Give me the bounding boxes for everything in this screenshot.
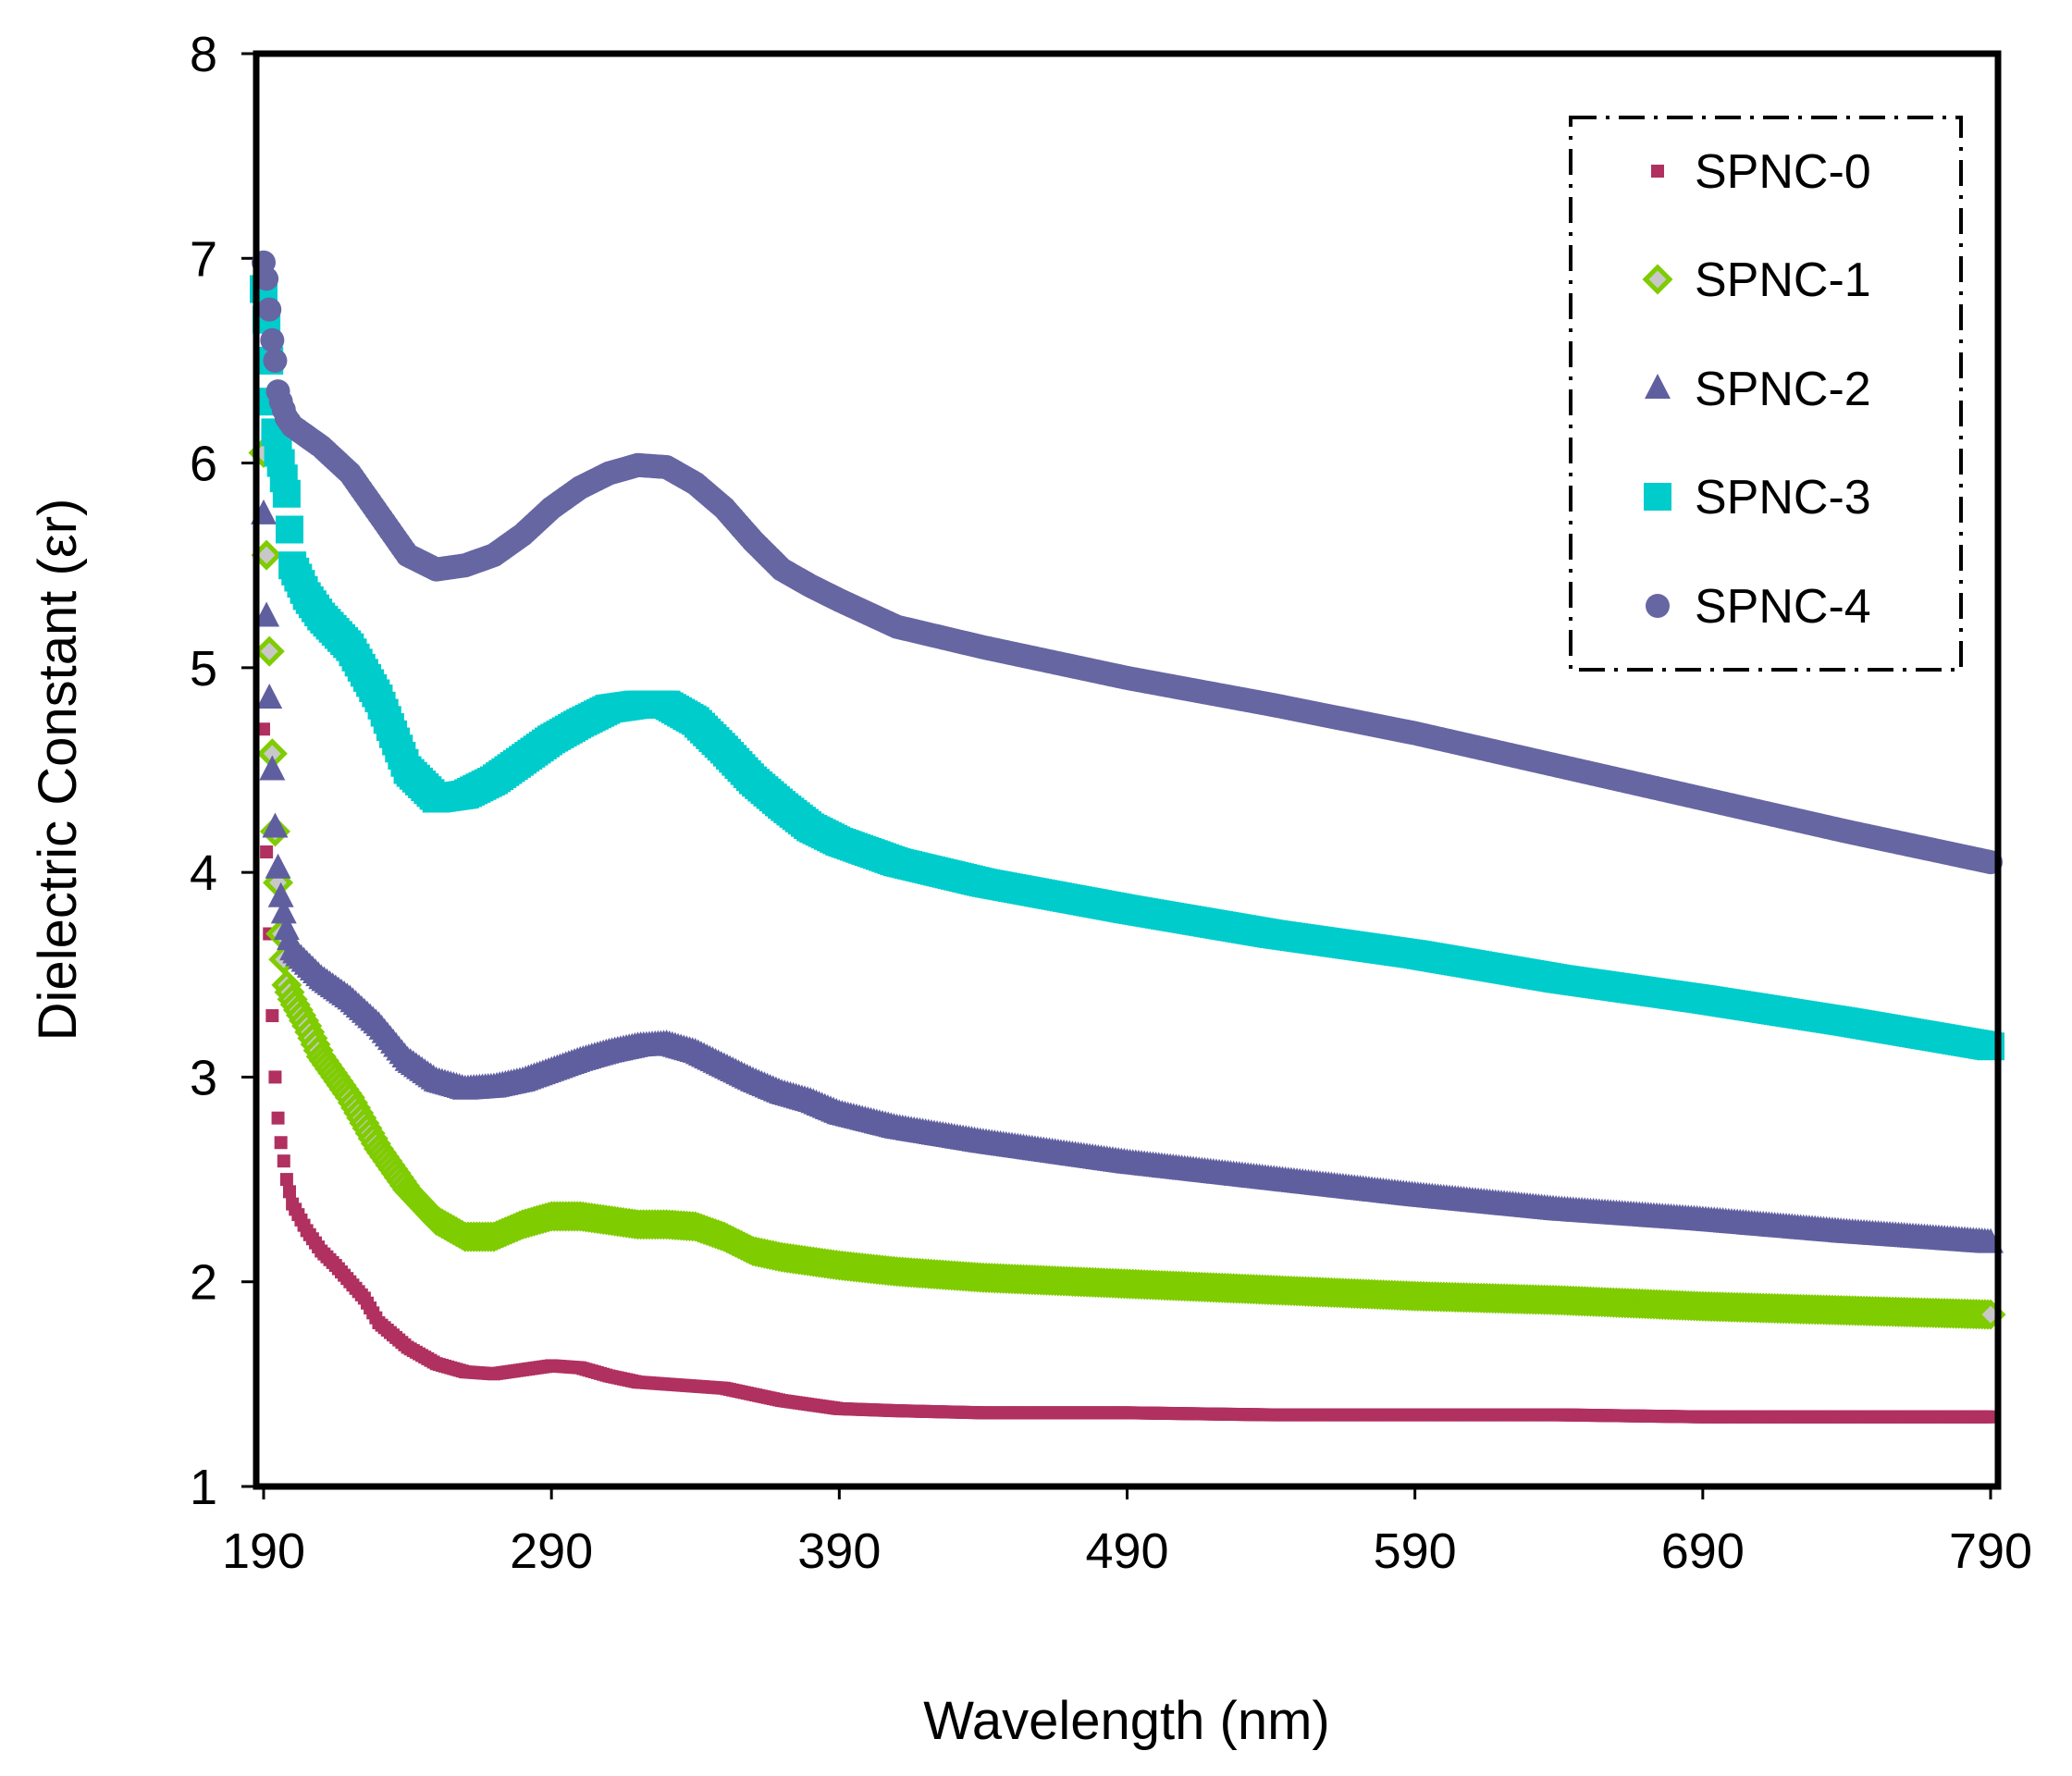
x-axis-title: Wavelength (nm)	[923, 1691, 1329, 1751]
data-point	[253, 635, 285, 667]
legend-label: SPNC-1	[1695, 253, 1871, 307]
legend-marker	[1642, 264, 1673, 295]
y-tick-label: 1	[190, 1460, 217, 1515]
legend-label: SPNC-4	[1695, 580, 1871, 634]
data-point	[265, 1009, 279, 1023]
legend-marker	[1645, 374, 1671, 399]
data-point	[271, 1111, 285, 1125]
data-point	[263, 348, 288, 373]
legend: SPNC-0 SPNC-1 SPNC-2 SPNC-3 SPNC-4	[1569, 116, 1963, 672]
data-point	[1984, 1410, 1997, 1424]
y-tick-label: 2	[190, 1255, 217, 1311]
series-spnc-0	[257, 722, 1997, 1424]
x-tick-label: 490	[1085, 1523, 1168, 1579]
data-point	[270, 898, 297, 924]
data-point	[277, 1154, 290, 1168]
legend-marker	[1644, 483, 1671, 511]
series-spnc-4	[252, 250, 2003, 875]
plot-frame	[253, 50, 2002, 1490]
legend-label: SPNC-3	[1695, 471, 1871, 524]
data-point	[257, 297, 282, 322]
data-point	[272, 479, 301, 508]
legend-label: SPNC-0	[1695, 145, 1871, 199]
data-point	[267, 882, 294, 907]
y-tick-label: 8	[190, 27, 217, 82]
data-point	[257, 722, 270, 736]
y-axis-title: Dielectric Constant (εr)	[28, 499, 88, 1042]
y-tick-label: 7	[190, 231, 217, 287]
data-point	[260, 327, 285, 352]
data-point	[256, 684, 283, 709]
legend-frame	[1569, 116, 1963, 672]
data-point	[276, 515, 304, 544]
legend-items: SPNC-0 SPNC-1 SPNC-2 SPNC-3 SPNC-4	[1642, 145, 1871, 634]
x-tick-label: 190	[222, 1523, 305, 1579]
x-tick-label: 290	[510, 1523, 593, 1579]
x-tick-label: 590	[1374, 1523, 1457, 1579]
data-point	[268, 1070, 282, 1084]
legend-label: SPNC-2	[1695, 363, 1871, 416]
legend-marker	[1651, 165, 1664, 178]
x-tick-label: 690	[1661, 1523, 1745, 1579]
y-tick-label: 5	[190, 641, 217, 697]
x-tick-label: 390	[797, 1523, 881, 1579]
data-point	[262, 812, 289, 838]
data-point	[274, 1136, 288, 1150]
y-tick-label: 4	[190, 845, 217, 901]
series-spnc-3	[250, 275, 2004, 1061]
data-point	[265, 853, 291, 879]
x-axis-ticks: 190 290 390 490 590 690 790	[222, 1486, 2032, 1579]
data-point	[279, 1173, 293, 1187]
data-point	[283, 1185, 297, 1199]
data-point	[254, 266, 279, 291]
series-spnc-2	[251, 499, 2004, 1253]
y-tick-label: 3	[190, 1050, 217, 1105]
y-axis-ticks: 1 2 3 4 5 6 7 8	[190, 27, 256, 1515]
data-point	[260, 845, 274, 859]
y-tick-label: 6	[190, 437, 217, 492]
series-spnc-1	[248, 437, 2006, 1330]
x-tick-label: 790	[1949, 1523, 2032, 1579]
data-point	[253, 601, 280, 627]
legend-marker	[1646, 594, 1670, 618]
series-layer	[248, 250, 2006, 1424]
data-point	[259, 755, 286, 781]
